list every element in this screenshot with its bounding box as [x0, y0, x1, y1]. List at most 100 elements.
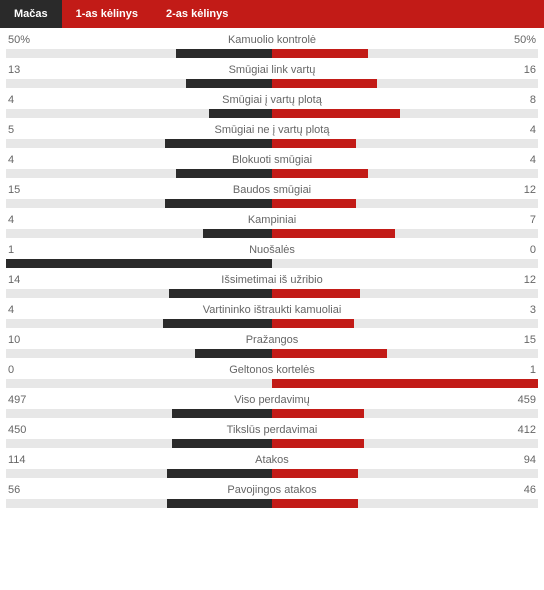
- stat-row: 0Geltonos kortelės1: [6, 362, 538, 388]
- stat-value-left: 4: [8, 94, 38, 106]
- stat-row: 4Blokuoti smūgiai4: [6, 152, 538, 178]
- stat-value-left: 4: [8, 214, 38, 226]
- tabs-bar: Mačas1-as kėlinys2-as kėlinys: [0, 0, 544, 28]
- stat-bar-track: [6, 139, 538, 148]
- stat-label: Tikslūs perdavimai: [38, 424, 506, 436]
- stat-header: 10Pražangos15: [6, 332, 538, 349]
- stat-bar-track: [6, 259, 538, 268]
- stat-bar-left: [165, 199, 272, 208]
- stat-header: 56Pavojingos atakos46: [6, 482, 538, 499]
- stat-value-right: 1: [506, 364, 536, 376]
- stat-bar-right: [272, 169, 368, 178]
- stat-row: 13Smūgiai link vartų16: [6, 62, 538, 88]
- stat-value-right: 50%: [506, 34, 536, 46]
- stat-bar-left: [6, 259, 272, 268]
- stat-bar-right: [272, 79, 377, 88]
- stat-header: 4Vartininko ištraukti kamuoliai3: [6, 302, 538, 319]
- stat-row: 114Atakos94: [6, 452, 538, 478]
- stat-value-left: 5: [8, 124, 38, 136]
- stat-header: 15Baudos smūgiai12: [6, 182, 538, 199]
- stat-row: 4Smūgiai į vartų plotą8: [6, 92, 538, 118]
- stat-value-right: 16: [506, 64, 536, 76]
- stat-row: 450Tikslūs perdavimai412: [6, 422, 538, 448]
- stat-bar-right: [272, 349, 387, 358]
- stat-label: Pražangos: [38, 334, 506, 346]
- stat-value-right: 8: [506, 94, 536, 106]
- stat-row: 4Vartininko ištraukti kamuoliai3: [6, 302, 538, 328]
- tab-0[interactable]: Mačas: [0, 0, 62, 28]
- stat-header: 5Smūgiai ne į vartų plotą4: [6, 122, 538, 139]
- stat-header: 4Blokuoti smūgiai4: [6, 152, 538, 169]
- stat-bar-track: [6, 289, 538, 298]
- stat-bar-track: [6, 439, 538, 448]
- stat-label: Baudos smūgiai: [38, 184, 506, 196]
- stat-row: 50%Kamuolio kontrolė50%: [6, 32, 538, 58]
- stat-row: 497Viso perdavimų459: [6, 392, 538, 418]
- stat-bar-track: [6, 109, 538, 118]
- stat-bar-right: [272, 439, 364, 448]
- stat-label: Smūgiai į vartų plotą: [38, 94, 506, 106]
- stat-value-left: 450: [8, 424, 38, 436]
- stat-bar-right: [272, 109, 400, 118]
- stat-bar-right: [272, 319, 354, 328]
- stat-value-right: 46: [506, 484, 536, 496]
- stat-bar-right: [272, 229, 395, 238]
- stat-row: 10Pražangos15: [6, 332, 538, 358]
- stat-bar-track: [6, 229, 538, 238]
- stat-bar-track: [6, 499, 538, 508]
- stat-value-right: 3: [506, 304, 536, 316]
- stat-bar-left: [167, 499, 272, 508]
- stat-bar-right: [272, 49, 368, 58]
- stat-row: 14Išsimetimai iš užribio12: [6, 272, 538, 298]
- stat-value-right: 4: [506, 124, 536, 136]
- stat-bar-track: [6, 79, 538, 88]
- stat-label: Išsimetimai iš užribio: [38, 274, 506, 286]
- stat-row: 5Smūgiai ne į vartų plotą4: [6, 122, 538, 148]
- stat-bar-right: [272, 379, 538, 388]
- stat-value-right: 4: [506, 154, 536, 166]
- stat-row: 1Nuošalės0: [6, 242, 538, 268]
- stats-container: 50%Kamuolio kontrolė50% 13Smūgiai link va…: [0, 28, 544, 520]
- stat-bar-left: [172, 439, 272, 448]
- stat-bar-track: [6, 319, 538, 328]
- stat-header: 114Atakos94: [6, 452, 538, 469]
- stat-value-left: 15: [8, 184, 38, 196]
- tab-1[interactable]: 1-as kėlinys: [62, 0, 152, 28]
- stat-bar-right: [272, 469, 358, 478]
- stat-bar-left: [172, 409, 272, 418]
- stat-bar-left: [203, 229, 272, 238]
- stat-value-right: 15: [506, 334, 536, 346]
- stat-label: Kamuolio kontrolė: [38, 34, 506, 46]
- stat-label: Geltonos kortelės: [38, 364, 506, 376]
- stat-label: Smūgiai ne į vartų plotą: [38, 124, 506, 136]
- stat-value-left: 497: [8, 394, 38, 406]
- stat-bar-track: [6, 169, 538, 178]
- stat-value-right: 7: [506, 214, 536, 226]
- stat-bar-track: [6, 349, 538, 358]
- stat-label: Kampiniai: [38, 214, 506, 226]
- stat-value-left: 4: [8, 304, 38, 316]
- stat-bar-left: [176, 49, 272, 58]
- stat-bar-track: [6, 49, 538, 58]
- stat-value-right: 0: [506, 244, 536, 256]
- stat-bar-left: [163, 319, 272, 328]
- tab-2[interactable]: 2-as kėlinys: [152, 0, 242, 28]
- stat-bar-left: [209, 109, 272, 118]
- stat-value-left: 114: [8, 454, 38, 466]
- stat-bar-left: [167, 469, 272, 478]
- stat-label: Blokuoti smūgiai: [38, 154, 506, 166]
- stat-bar-left: [176, 169, 272, 178]
- stat-bar-right: [272, 499, 358, 508]
- stat-bar-left: [195, 349, 272, 358]
- stat-header: 1Nuošalės0: [6, 242, 538, 259]
- stat-bar-left: [165, 139, 272, 148]
- stat-header: 497Viso perdavimų459: [6, 392, 538, 409]
- stat-row: 4Kampiniai7: [6, 212, 538, 238]
- stat-bar-right: [272, 289, 360, 298]
- stat-value-left: 13: [8, 64, 38, 76]
- stat-label: Viso perdavimų: [38, 394, 506, 406]
- stat-header: 0Geltonos kortelės1: [6, 362, 538, 379]
- stat-row: 15Baudos smūgiai12: [6, 182, 538, 208]
- stat-value-left: 56: [8, 484, 38, 496]
- stat-value-left: 14: [8, 274, 38, 286]
